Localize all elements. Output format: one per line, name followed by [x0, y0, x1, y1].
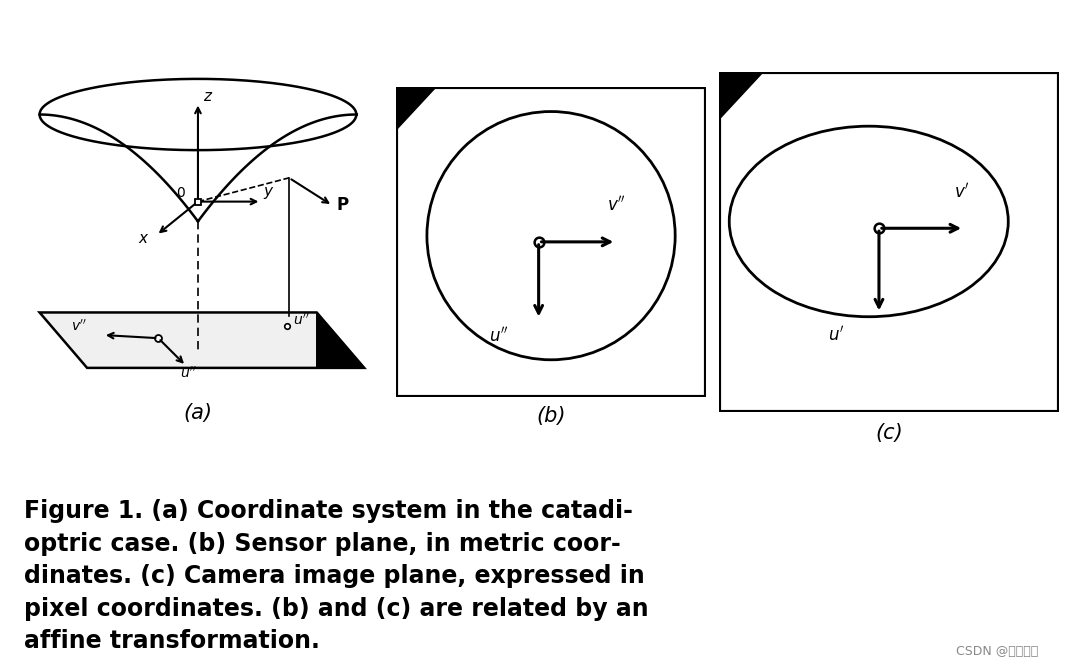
- Text: y: y: [263, 184, 272, 199]
- Polygon shape: [40, 312, 364, 368]
- Text: $v''$: $v''$: [72, 319, 88, 334]
- Text: $u''$: $u''$: [489, 326, 508, 345]
- Text: (b): (b): [536, 406, 566, 426]
- Text: $v'$: $v'$: [953, 183, 969, 202]
- Polygon shape: [317, 312, 364, 368]
- Text: $u''$: $u''$: [293, 313, 309, 328]
- Text: $u'$: $u'$: [828, 326, 844, 344]
- Text: P: P: [337, 196, 349, 214]
- Text: x: x: [139, 231, 148, 246]
- Text: (a): (a): [183, 403, 213, 423]
- Text: Figure 1. (a) Coordinate system in the catadi-
optric case. (b) Sensor plane, in: Figure 1. (a) Coordinate system in the c…: [24, 499, 648, 653]
- Polygon shape: [396, 86, 437, 130]
- Text: 0: 0: [177, 186, 185, 200]
- Text: $u''$: $u''$: [180, 366, 197, 381]
- Polygon shape: [719, 72, 763, 119]
- Text: $v''$: $v''$: [607, 196, 626, 215]
- Text: (c): (c): [875, 423, 903, 444]
- Text: CSDN @宛如新生: CSDN @宛如新生: [956, 645, 1038, 658]
- Text: z: z: [202, 88, 211, 104]
